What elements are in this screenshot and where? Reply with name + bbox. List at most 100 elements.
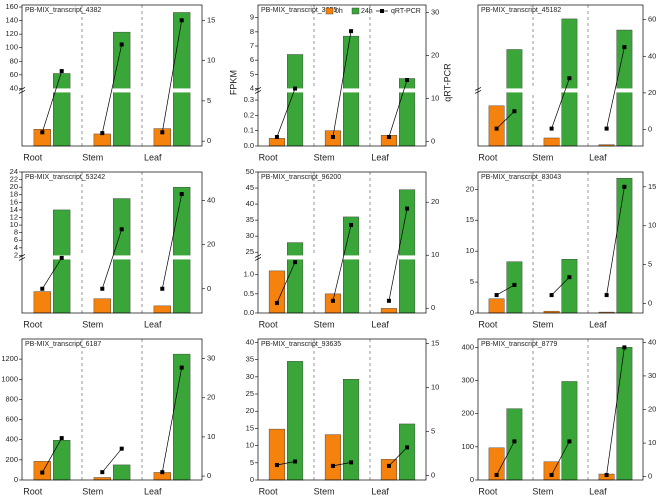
y2-tick-label: 20: [431, 197, 439, 206]
qrt-line: [332, 462, 352, 467]
x-tick-label: Root: [23, 319, 43, 329]
qrt-marker: [349, 460, 354, 465]
qrt-line: [41, 70, 63, 133]
qrt-marker: [274, 135, 279, 139]
qrt-line: [161, 20, 183, 133]
y-tick-label: 30: [246, 231, 254, 240]
bar: [399, 423, 416, 481]
x-tick-label: Stem: [532, 319, 553, 329]
y-tick-label: 12: [10, 212, 18, 221]
axis-break: [258, 255, 426, 260]
qrt-marker: [622, 345, 627, 350]
plot-frame: [477, 171, 644, 314]
panel: 0 5 10 15 20 0 5 10 15 Root Stem Leaf PB-MIX_transcr…: [466, 171, 656, 329]
qrt-marker: [494, 126, 499, 131]
x-tick-label: Root: [478, 319, 498, 329]
y-tick-label: 160: [5, 2, 18, 11]
y-tick-label: 0: [470, 308, 474, 317]
y-tick-label: 0: [470, 475, 474, 484]
bar: [268, 428, 285, 481]
qrt-line: [551, 276, 570, 296]
qrt-marker: [604, 472, 609, 477]
bar: [616, 347, 633, 481]
qrt-marker: [179, 18, 184, 23]
x-tick-label: Leaf: [144, 319, 162, 329]
y-tick-label: 40: [10, 83, 18, 92]
qrt-marker: [100, 470, 105, 475]
y-tick-label: 0.1: [244, 126, 254, 135]
legend-label: 24h: [361, 8, 373, 15]
qrt-marker: [604, 126, 609, 131]
qrt-line: [606, 347, 625, 476]
y2-tick-label: 20: [648, 404, 656, 413]
x-tick-label: Leaf: [589, 486, 607, 496]
x-tick-label: Leaf: [371, 319, 389, 329]
panel: 0 100 200 300 400 0 10 20 30 40 Root Stem Leaf PB-MIX…: [461, 337, 656, 496]
y-tick-label: 20: [246, 406, 254, 415]
y-tick-label: 5: [250, 458, 254, 467]
bar: [93, 477, 111, 481]
y2-tick-label: 30: [648, 371, 656, 380]
panel-title: PB-MIX_transcript_6187: [25, 341, 101, 348]
y-tick-label: 15: [246, 423, 254, 432]
panel: 0.0 0.1 0.2 0.3 4 5 6 7 8 9 0 10 20 30 Root Stem Leaf PB-…: [228, 4, 452, 162]
y2-tick-label: 15: [648, 182, 656, 191]
bar: [380, 459, 397, 481]
y2-tick-label: 10: [431, 93, 439, 102]
y-tick-label: 45: [246, 183, 254, 192]
qrt-marker: [330, 135, 335, 139]
y-tick-label: 80: [10, 56, 18, 65]
y-tick-label: 60: [10, 70, 18, 79]
plot-frame: [257, 4, 427, 147]
y2-tick-label: 0: [648, 125, 652, 134]
legend-swatch: [325, 7, 334, 15]
y-tick-label: 0.2: [244, 110, 254, 119]
y2-tick-label: 10: [431, 250, 439, 259]
y-tick-label: 5: [250, 69, 254, 78]
qrt-line: [101, 229, 123, 289]
x-tick-label: Root: [23, 486, 43, 496]
panel-title: PB-MIX_transcript_8779: [481, 341, 557, 348]
qrt-marker: [160, 470, 165, 475]
qrt-marker: [549, 126, 554, 131]
qrt-line: [388, 79, 408, 138]
bar: [93, 298, 111, 314]
plot-frame: [21, 171, 203, 314]
qrt-line: [276, 261, 296, 304]
x-tick-label: Root: [478, 152, 498, 162]
y-tick-label: 400: [5, 435, 18, 444]
y2-tick-label: 5: [207, 96, 211, 105]
bar: [561, 258, 578, 314]
x-tick-label: Stem: [82, 152, 103, 162]
qrt-marker: [40, 470, 45, 475]
qrt-line: [496, 284, 515, 296]
qrt-marker: [160, 130, 165, 135]
y-tick-label: 5: [470, 277, 474, 286]
y2-tick-label: 0: [648, 472, 652, 481]
bar: [488, 105, 505, 147]
panel-title: PB-MIX_transcript_53242: [25, 174, 105, 181]
qrt-line: [551, 441, 570, 476]
bar: [268, 138, 285, 147]
panel-title: PB-MIX_transcript_3655: [261, 7, 337, 14]
x-tick-label: Root: [259, 152, 279, 162]
qrt-line: [388, 447, 408, 467]
qrt-line: [551, 78, 570, 129]
y-tick-label: 100: [461, 442, 474, 451]
x-tick-label: Root: [478, 486, 498, 496]
legend-label: 0h: [335, 8, 343, 15]
y-tick-label: 10: [246, 441, 254, 450]
y-tick-label: 4: [250, 83, 254, 92]
x-tick-label: Stem: [82, 319, 103, 329]
qrt-marker: [59, 69, 64, 74]
panel-title: PB-MIX_transcript_96200: [261, 174, 341, 181]
bar: [561, 18, 578, 147]
y2-tick-label: 10: [207, 432, 215, 441]
y-tick-label: 0.5: [244, 289, 254, 298]
y2-tick-label: 15: [431, 338, 439, 347]
x-tick-label: Stem: [314, 486, 335, 496]
y-tick-label: 35: [246, 215, 254, 224]
qrt-line: [606, 47, 625, 129]
qrt-line: [102, 448, 122, 473]
y2-tick-label: 20: [431, 51, 439, 60]
